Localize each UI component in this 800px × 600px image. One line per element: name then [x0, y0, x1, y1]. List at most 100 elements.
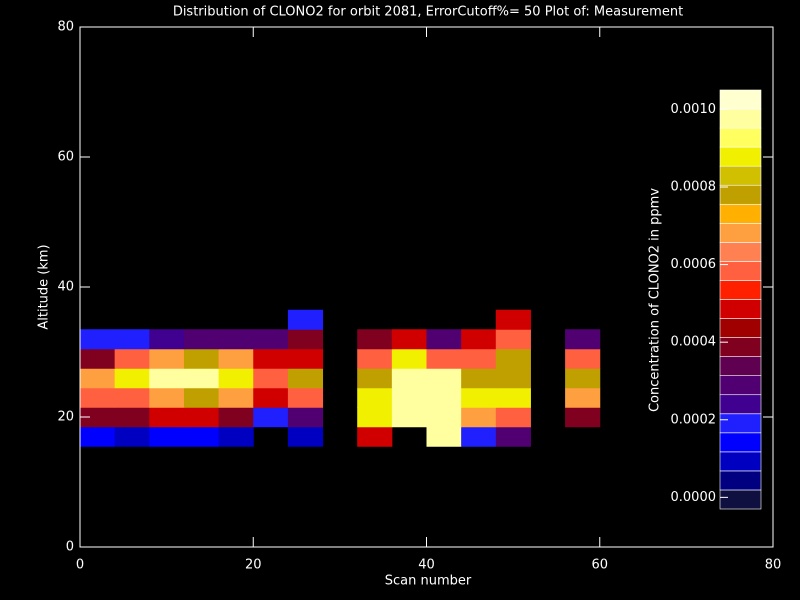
colorbar-band [719, 299, 762, 319]
contour-cell [391, 387, 427, 408]
contour-cell [218, 368, 254, 389]
contour-cell [495, 368, 531, 389]
contour-cell [287, 426, 324, 447]
contour-cell [114, 329, 150, 350]
colorbar-band [719, 356, 762, 376]
colorbar-tick-label: 0.0002 [671, 412, 717, 427]
colorbar-band [719, 375, 762, 396]
contour-cell [357, 368, 393, 389]
chart-title: Distribution of CLONO2 for orbit 2081, E… [173, 5, 683, 20]
contour-cell [461, 368, 497, 389]
contour-cell [114, 348, 150, 369]
contour-cell [80, 387, 116, 408]
contour-cell [80, 329, 116, 350]
contour-cell [287, 309, 324, 330]
y-tick-label: 60 [57, 150, 74, 165]
colorbar-band [719, 127, 762, 148]
contour-cell [426, 407, 462, 428]
contour-cell [357, 407, 393, 428]
colorbar-band [719, 242, 762, 262]
colorbar-band [719, 203, 762, 224]
colorbar-tick-label: 0.0006 [671, 257, 717, 272]
contour-cell [218, 407, 254, 428]
contour-cell [114, 407, 150, 428]
colorbar-tick-label: 0.0008 [671, 179, 717, 194]
colorbar-band [719, 280, 762, 300]
contour-cell [114, 368, 150, 389]
contour-cell [357, 387, 393, 408]
contour-cell [426, 387, 462, 408]
contour-cell [461, 407, 497, 428]
contour-cell [565, 407, 601, 428]
contour-cell [183, 426, 220, 447]
contour-cell [218, 426, 254, 447]
contour-cell [357, 348, 393, 369]
contour-cell [253, 407, 289, 428]
contour-cell [391, 368, 427, 389]
contour-cell [218, 387, 254, 408]
colorbar-tick-label: 0.0004 [671, 335, 717, 350]
contour-cell [149, 387, 185, 408]
contour-cell [287, 387, 324, 408]
contour-cell [495, 426, 531, 447]
colorbar-band [719, 337, 762, 357]
contour-cell [80, 407, 116, 428]
contour-cell [149, 426, 185, 447]
contour-cell [495, 309, 531, 330]
colorbar-tick-label: 0.0010 [671, 102, 717, 117]
colorbar-band [719, 89, 762, 110]
contour-cell [80, 368, 116, 389]
y-tick-label: 40 [57, 280, 74, 295]
contour-cell [426, 426, 462, 447]
y-axis-label: Altitude (km) [37, 244, 52, 329]
contour-cell [461, 426, 497, 447]
colorbar-label: Concentration of CLONO2 in ppmv [648, 188, 663, 412]
contour-cell [495, 387, 531, 408]
y-tick-label: 20 [57, 410, 74, 425]
colorbar-band [719, 432, 762, 453]
contour-cell [287, 329, 324, 350]
x-tick-label: 80 [765, 558, 782, 573]
x-tick-label: 40 [418, 558, 435, 573]
colorbar-tick-label: 0.0000 [671, 490, 717, 505]
contour-cell [565, 348, 601, 369]
colorbar-band [719, 184, 762, 205]
y-tick-label: 80 [57, 20, 74, 35]
colorbar-band [719, 108, 762, 129]
colorbar-band [719, 413, 762, 434]
contour-cell [183, 387, 220, 408]
contour-cell [149, 329, 185, 350]
colorbar-band [719, 165, 762, 186]
contour-cell [426, 368, 462, 389]
contour-cell [80, 348, 116, 369]
contour-cell [565, 368, 601, 389]
contour-cell [218, 329, 254, 350]
contour-cell [495, 329, 531, 350]
contour-cell [114, 387, 150, 408]
contour-cell [426, 348, 462, 369]
contour-cell [253, 368, 289, 389]
contour-cell [461, 329, 497, 350]
contour-cell [253, 348, 289, 369]
contour-cell [357, 426, 393, 447]
contour-cell [183, 407, 220, 428]
colorbar-band [719, 318, 762, 338]
contour-cell [495, 348, 531, 369]
contour-cell [149, 348, 185, 369]
contour-cell [391, 329, 427, 350]
contour-cell [183, 329, 220, 350]
contour-cell [183, 348, 220, 369]
contour-cell [426, 329, 462, 350]
colorbar-band [719, 394, 762, 415]
contour-cell [565, 329, 601, 350]
contour-cell [287, 348, 324, 369]
contour-cell [114, 426, 150, 447]
x-tick-label: 20 [245, 558, 262, 573]
contour-cell [357, 329, 393, 350]
y-tick-label: 0 [66, 540, 74, 555]
x-axis-label: Scan number [385, 574, 472, 589]
contour-cell [218, 348, 254, 369]
